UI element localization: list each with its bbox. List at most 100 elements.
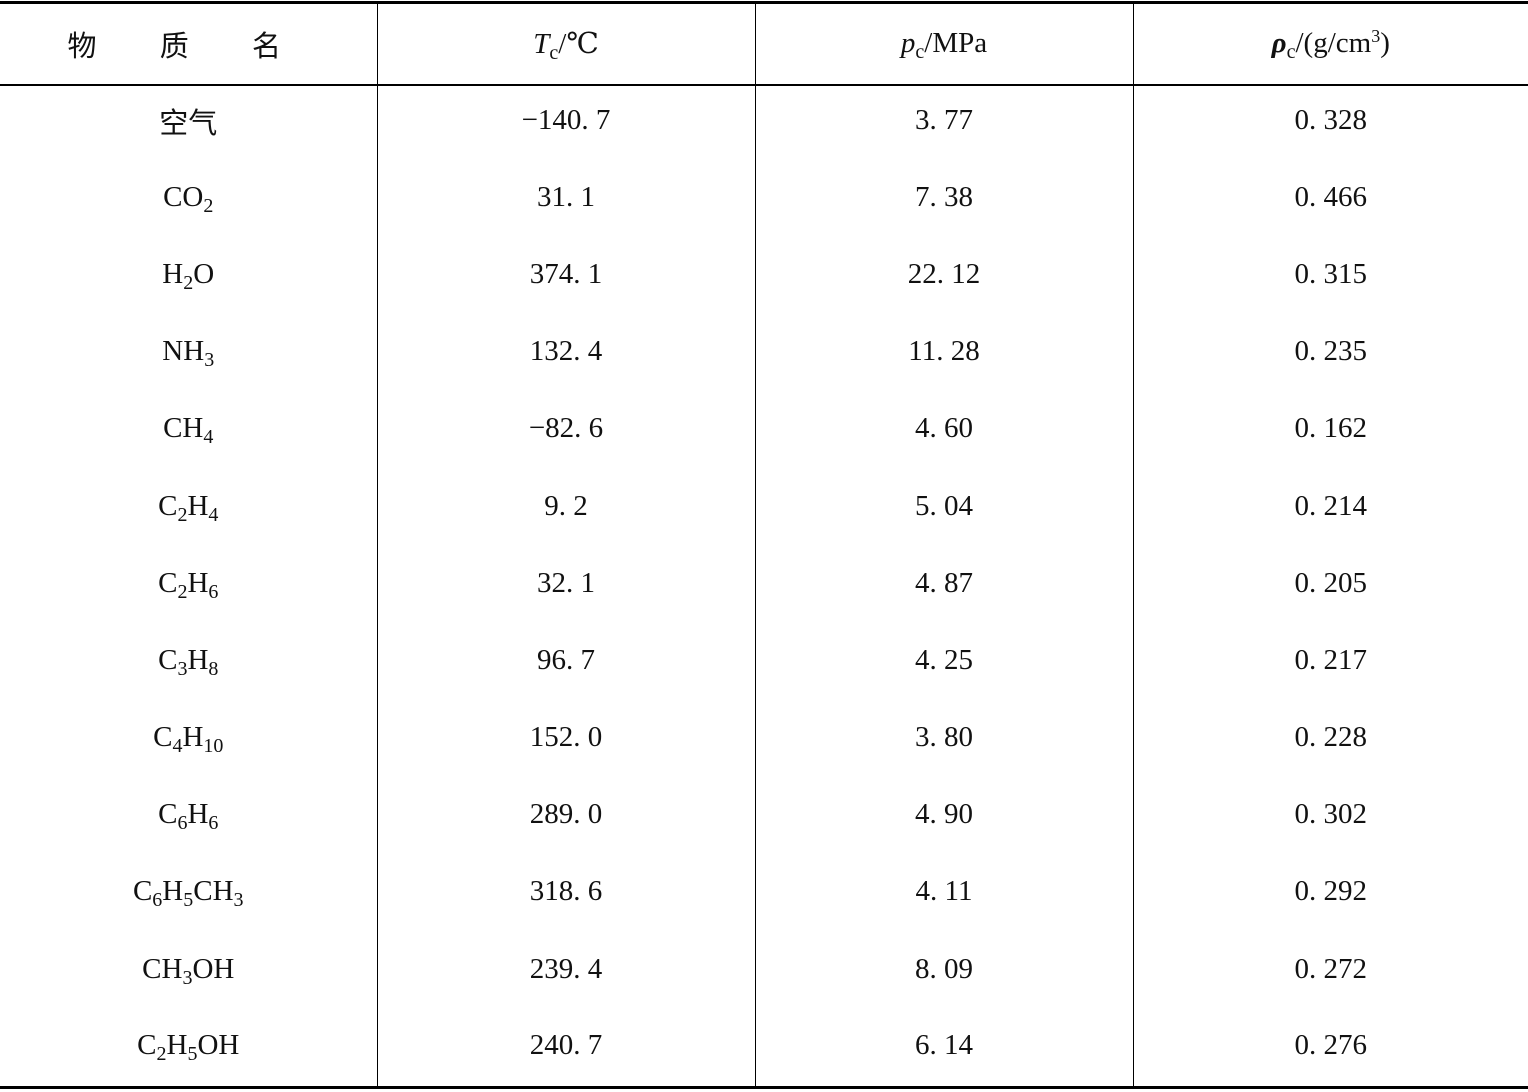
formula-text: 空气: [159, 107, 218, 140]
cell-critical-pressure: 11. 28: [754, 316, 1133, 394]
cell-critical-density: 0. 228: [1132, 702, 1528, 780]
cell-critical-density: 0. 276: [1132, 1010, 1528, 1090]
cell-substance: C6H5CH3: [0, 856, 377, 933]
table-row: 空气 −140. 7 3. 77 0. 328: [0, 84, 1528, 162]
cell-critical-temperature: 32. 1: [376, 547, 755, 625]
formula-text: CH: [193, 875, 234, 908]
cell-critical-pressure: 8. 09: [754, 933, 1133, 1011]
cell-substance: CH4: [0, 393, 377, 470]
cell-critical-temperature: 96. 7: [376, 624, 755, 702]
cell-substance: C2H6: [0, 548, 377, 625]
cell-critical-temperature: 239. 4: [376, 933, 755, 1011]
cell-substance: CO2: [0, 162, 377, 239]
cell-critical-density: 0. 328: [1132, 84, 1528, 162]
subscript: c: [549, 42, 559, 65]
formula-text: OH: [197, 1029, 240, 1062]
cell-critical-temperature: 31. 1: [376, 161, 755, 239]
table-row: C6H5CH3 318. 6 4. 11 0. 292: [0, 856, 1528, 934]
cell-critical-temperature: 318. 6: [376, 856, 755, 934]
table-row: C2H6 32. 1 4. 87 0. 205: [0, 547, 1528, 625]
table-row: C6H6 289. 0 4. 90 0. 302: [0, 779, 1528, 857]
cell-substance: C3H8: [0, 625, 377, 702]
formula-subscript: 4: [172, 735, 183, 758]
table-row: C2H5OH 240. 7 6. 14 0. 276: [0, 1010, 1528, 1090]
formula-subscript: 6: [152, 889, 163, 912]
formula-subscript: 2: [183, 271, 194, 294]
cell-critical-temperature: −82. 6: [376, 393, 755, 471]
cell-critical-density: 0. 235: [1132, 316, 1528, 394]
formula-subscript: 2: [203, 194, 214, 217]
formula-subscript: 4: [208, 503, 219, 526]
formula-text: C: [158, 566, 178, 599]
cell-critical-pressure: 4. 90: [754, 779, 1133, 857]
cell-critical-pressure: 3. 77: [754, 84, 1133, 162]
cell-critical-pressure: 22. 12: [754, 238, 1133, 317]
header-critical-pressure: pc/MPa: [754, 1, 1133, 86]
cell-critical-pressure: 5. 04: [754, 470, 1133, 548]
unit-close: ): [1380, 27, 1390, 60]
table-row: C4H10 152. 0 3. 80 0. 228: [0, 702, 1528, 780]
cell-critical-pressure: 7. 38: [754, 161, 1133, 239]
formula-text: NH: [162, 335, 205, 368]
cell-critical-density: 0. 272: [1132, 933, 1528, 1011]
formula-text: CH: [142, 952, 183, 985]
superscript: 3: [1371, 26, 1381, 47]
cell-critical-density: 0. 466: [1132, 161, 1528, 239]
formula-subscript: 6: [208, 580, 219, 603]
cell-substance: 空气: [0, 85, 377, 162]
formula-subscript: 5: [187, 1043, 198, 1066]
formula-text: H: [162, 875, 184, 908]
cell-critical-temperature: 9. 2: [376, 470, 755, 548]
formula-text: C: [158, 798, 178, 831]
formula-text: C: [132, 875, 153, 908]
cell-critical-density: 0. 205: [1132, 547, 1528, 625]
formula-subscript: 2: [177, 580, 188, 603]
cell-critical-pressure: 3. 80: [754, 702, 1133, 780]
header-critical-density: ρc/(g/cm3): [1132, 1, 1528, 86]
unit: /(g/cm: [1295, 27, 1372, 60]
cell-critical-density: 0. 214: [1132, 470, 1528, 548]
cell-critical-temperature: 374. 1: [376, 238, 755, 317]
table-row: C2H4 9. 2 5. 04 0. 214: [0, 470, 1528, 548]
formula-subscript: 2: [177, 503, 188, 526]
cell-critical-density: 0. 292: [1132, 856, 1528, 934]
formula-text: CO: [163, 180, 204, 213]
formula-text: H: [187, 798, 209, 831]
formula-text: H: [187, 643, 209, 676]
formula-text: H: [182, 721, 204, 754]
formula-subscript: 5: [183, 889, 194, 912]
formula-subscript: 3: [233, 889, 244, 912]
formula-text: C: [137, 1029, 157, 1062]
formula-subscript: 3: [204, 349, 215, 372]
cell-substance: C2H4: [0, 470, 377, 547]
formula-text: OH: [192, 952, 235, 985]
unit: /MPa: [924, 27, 988, 60]
cell-substance: C6H6: [0, 779, 377, 856]
formula-subscript: 3: [182, 966, 193, 989]
cell-critical-temperature: 240. 7: [376, 1010, 755, 1090]
formula-subscript: 2: [156, 1043, 167, 1066]
table-row: CO2 31. 1 7. 38 0. 466: [0, 161, 1528, 239]
cell-critical-density: 0. 302: [1132, 779, 1528, 857]
cell-substance: CH3OH: [0, 934, 377, 1011]
header-critical-temperature: Tc/℃: [376, 1, 755, 86]
formula-text: C: [153, 721, 173, 754]
cell-critical-density: 0. 315: [1132, 238, 1528, 317]
header-substance-name: 物 质 名: [0, 1, 377, 86]
formula-text: H: [187, 566, 209, 599]
formula-subscript: 3: [177, 657, 188, 680]
symbol: ρ: [1271, 27, 1287, 60]
table-row: NH3 132. 4 11. 28 0. 235: [0, 316, 1528, 394]
formula-text: O: [193, 257, 215, 290]
cell-critical-temperature: 289. 0: [376, 779, 755, 857]
subscript: c: [915, 41, 925, 64]
cell-substance: H2O: [0, 239, 377, 316]
symbol: T: [533, 28, 550, 61]
subscript: c: [1286, 41, 1296, 64]
formula-subscript: 6: [208, 812, 219, 835]
formula-text: C: [158, 643, 178, 676]
cell-critical-temperature: 132. 4: [376, 316, 755, 394]
cell-substance: C2H5OH: [0, 1010, 377, 1090]
formula-subscript: 10: [203, 735, 224, 758]
